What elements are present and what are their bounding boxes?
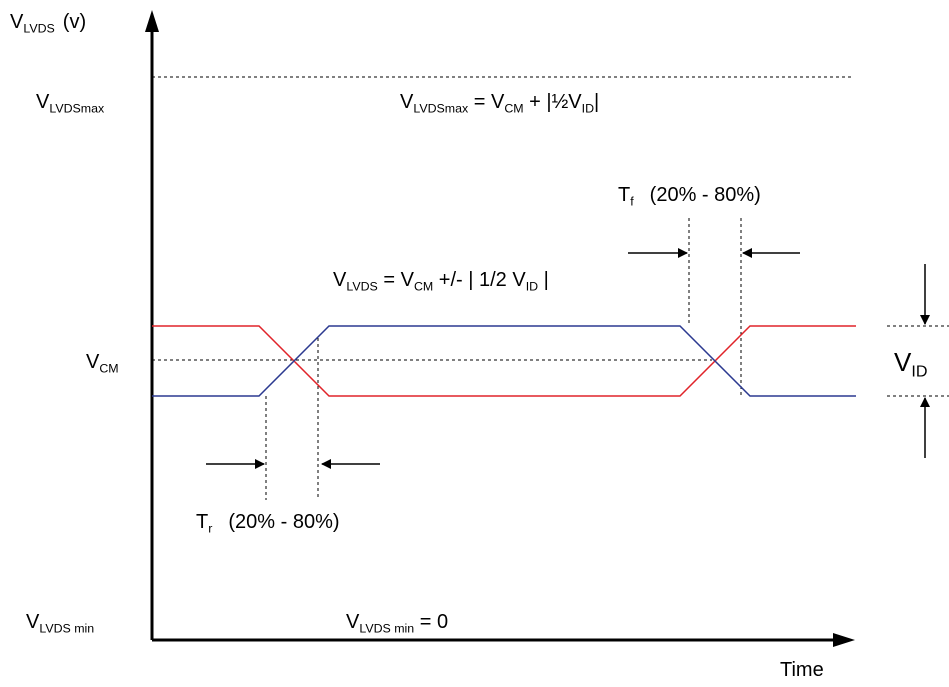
x-axis-arrow-icon <box>833 633 855 647</box>
x-axis-label: Time <box>780 659 824 681</box>
vlvdsmin-formula: VLVDS min = 0 <box>346 611 449 636</box>
vlvdsmin-level-label: VLVDS min <box>26 611 95 636</box>
vlvds-swing-formula: VLVDS = VCM +/- | 1/2 VID | <box>333 269 549 294</box>
signal-blue-trace <box>152 325 856 397</box>
vcm-level-label: VCM <box>86 351 119 376</box>
vlvdsmax-level-label: VLVDSmax <box>36 91 105 116</box>
vid-label: VID <box>894 347 928 381</box>
signal-red-trace <box>152 325 856 397</box>
vlvdsmax-formula: VLVDSmax = VCM + |½VID| <box>400 91 600 116</box>
y-axis-arrow-icon <box>145 10 159 32</box>
y-axis-label: VLVDS (v) <box>10 11 87 36</box>
rise-time-label: Tr (20% - 80%) <box>196 511 340 536</box>
fall-time-label: Tf (20% - 80%) <box>618 184 761 209</box>
